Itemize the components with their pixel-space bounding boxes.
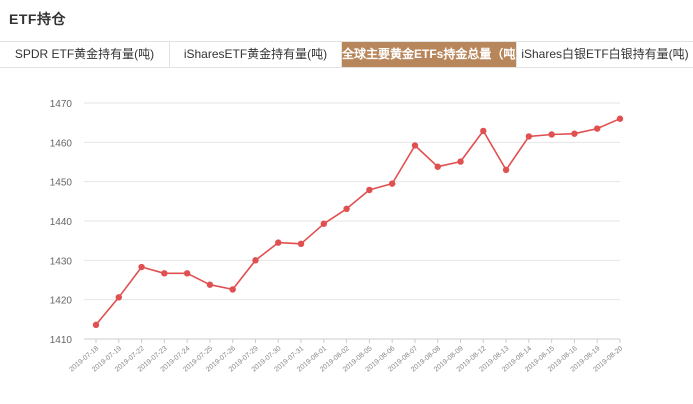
data-point: [366, 186, 373, 194]
y-tick-label: 1430: [50, 256, 73, 267]
data-point: [411, 142, 419, 149]
tab-bar: SPDR ETF黄金持有量(吨) iSharesETF黄金持有量(吨) 全球主要…: [0, 41, 693, 68]
data-point: [525, 133, 533, 140]
data-point: [594, 125, 601, 132]
y-tick-label: 1420: [50, 296, 73, 307]
tab-ishares-silver[interactable]: iShares白银ETF白银持有量(吨): [521, 47, 689, 61]
data-point: [161, 270, 168, 277]
data-point: [206, 281, 214, 288]
section-title: ETF持仓: [9, 11, 66, 27]
data-point: [502, 166, 510, 174]
y-tick-label: 1440: [50, 217, 73, 228]
data-point: [343, 205, 350, 213]
data-point: [92, 321, 100, 329]
data-point: [571, 130, 578, 137]
data-point: [297, 240, 305, 248]
data-point: [252, 257, 259, 264]
data-point: [434, 163, 441, 170]
data-point: [457, 158, 464, 165]
tab-spdr-gold[interactable]: SPDR ETF黄金持有量(吨): [0, 42, 170, 67]
tab-global-gold-etfs[interactable]: 全球主要黄金ETFs持金总量（吨）: [342, 42, 517, 67]
y-tick-label: 1460: [50, 138, 73, 149]
y-tick-label: 1410: [50, 335, 73, 346]
data-point: [183, 270, 191, 277]
data-point: [115, 294, 122, 301]
tab-ishares-gold[interactable]: iSharesETF黄金持有量(吨): [170, 42, 342, 67]
data-point: [388, 180, 396, 187]
y-tick-label: 1470: [50, 99, 73, 110]
chart-area: 1410 1420 1430 1440 1450 1460 1470 2019-07-18 20…: [0, 68, 693, 404]
data-point: [275, 239, 282, 246]
data-point: [548, 131, 555, 138]
data-point: [320, 220, 328, 227]
data-point: [616, 115, 624, 122]
data-point: [480, 127, 487, 135]
series-line: [95, 117, 621, 326]
y-tick-label: 1450: [50, 178, 73, 189]
data-point: [138, 263, 145, 271]
line-chart: 14101420143014401450146014702019-07-1820…: [50, 99, 625, 374]
data-point: [229, 286, 236, 293]
